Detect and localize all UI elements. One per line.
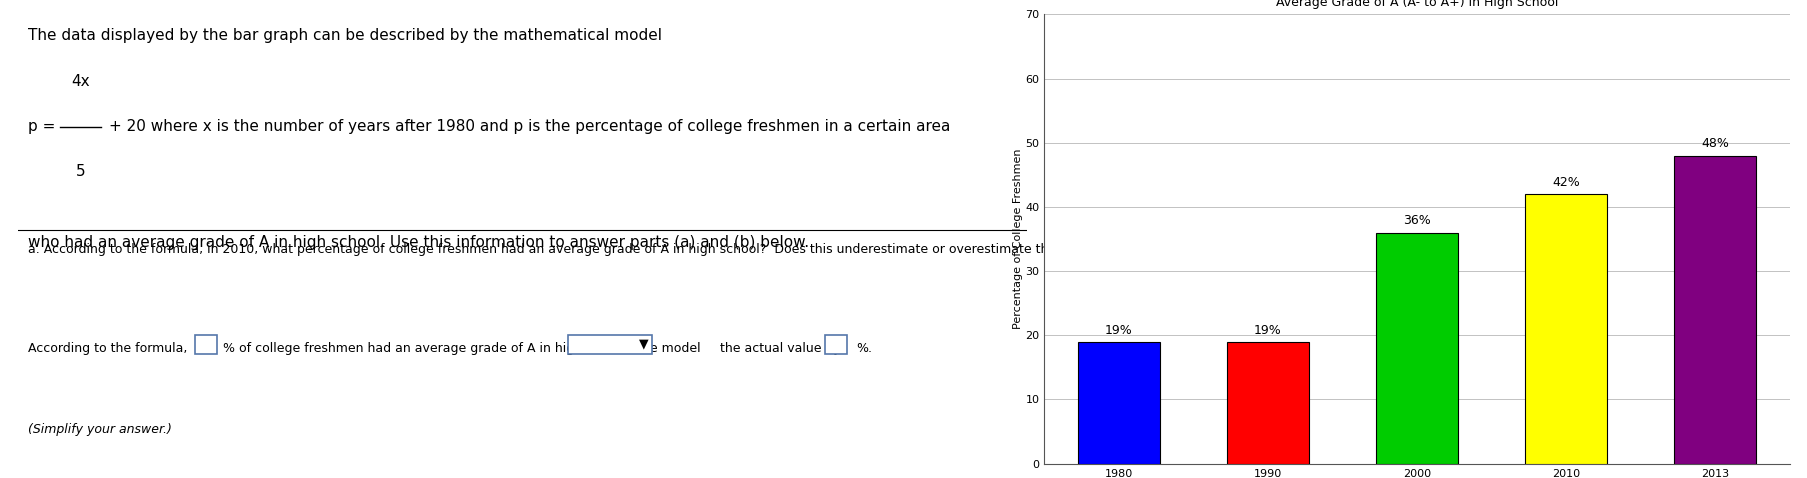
Text: a. According to the formula, in 2010, what percentage of college freshmen had an: a. According to the formula, in 2010, wh… (29, 243, 1382, 257)
Bar (1673, 155, 1755, 464)
Text: + 20 where x is the number of years after 1980 and p is the percentage of colleg: + 20 where x is the number of years afte… (108, 119, 950, 134)
Text: %.: %. (857, 342, 871, 355)
Text: 5: 5 (76, 164, 85, 179)
Text: 48%: 48% (1700, 137, 1727, 151)
Text: The data displayed by the bar graph can be described by the mathematical model: The data displayed by the bar graph can … (29, 28, 661, 43)
Text: p =: p = (29, 119, 56, 134)
Text: According to the formula,: According to the formula, (29, 342, 188, 355)
Text: 19%: 19% (1104, 324, 1133, 337)
Text: the actual value by: the actual value by (719, 342, 840, 355)
Y-axis label: Percentage of College Freshmen: Percentage of College Freshmen (1012, 149, 1023, 329)
Text: who had an average grade of A in high school. Use this information to answer par: who had an average grade of A in high sc… (29, 235, 810, 250)
Text: ▼: ▼ (571, 338, 649, 351)
Bar (1525, 194, 1606, 464)
Title: Percentage of College Freshmen with an
Average Grade of A (A- to A+) in High Sch: Percentage of College Freshmen with an A… (1276, 0, 1558, 9)
Bar (1077, 342, 1160, 464)
Text: % of college freshmen had an average grade of A in high school. The model: % of college freshmen had an average gra… (222, 342, 699, 355)
Bar (1227, 342, 1308, 464)
Text: (Simplify your answer.): (Simplify your answer.) (29, 423, 172, 436)
Bar (1375, 233, 1456, 464)
Text: 19%: 19% (1254, 324, 1281, 337)
Text: 36%: 36% (1402, 215, 1429, 228)
Text: 42%: 42% (1552, 176, 1579, 189)
Text: 4x: 4x (70, 74, 90, 89)
